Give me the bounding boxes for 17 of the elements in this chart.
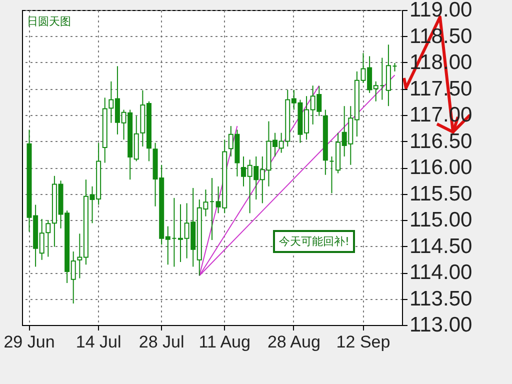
x-tick-label: 29 Jun: [4, 332, 55, 352]
y-tick-label: 116.50: [410, 130, 472, 153]
y-tick-label: 115.00: [410, 208, 472, 232]
x-tick-label: 28 Aug: [267, 332, 320, 352]
text: 日圆天图: [27, 14, 71, 29]
x-tick-label: 11 Aug: [198, 332, 250, 352]
x-tick-label: 14 Jul: [76, 332, 122, 352]
y-tick-label: 115.50: [410, 182, 472, 206]
y-tick-label: 113.50: [410, 287, 472, 310]
annotation: 今天可能回补!: [273, 230, 356, 253]
y-tick-label: 116.00: [410, 156, 472, 179]
x-tick-label: 12 Sep: [336, 332, 390, 352]
x-tick-label: 28 Jul: [138, 332, 184, 352]
y-tick-label: 113.00: [410, 314, 472, 336]
y-tick-label: 119.00: [410, 0, 472, 22]
y-tick-label: 114.50: [410, 234, 472, 258]
y-tick-label: 114.00: [410, 261, 472, 284]
